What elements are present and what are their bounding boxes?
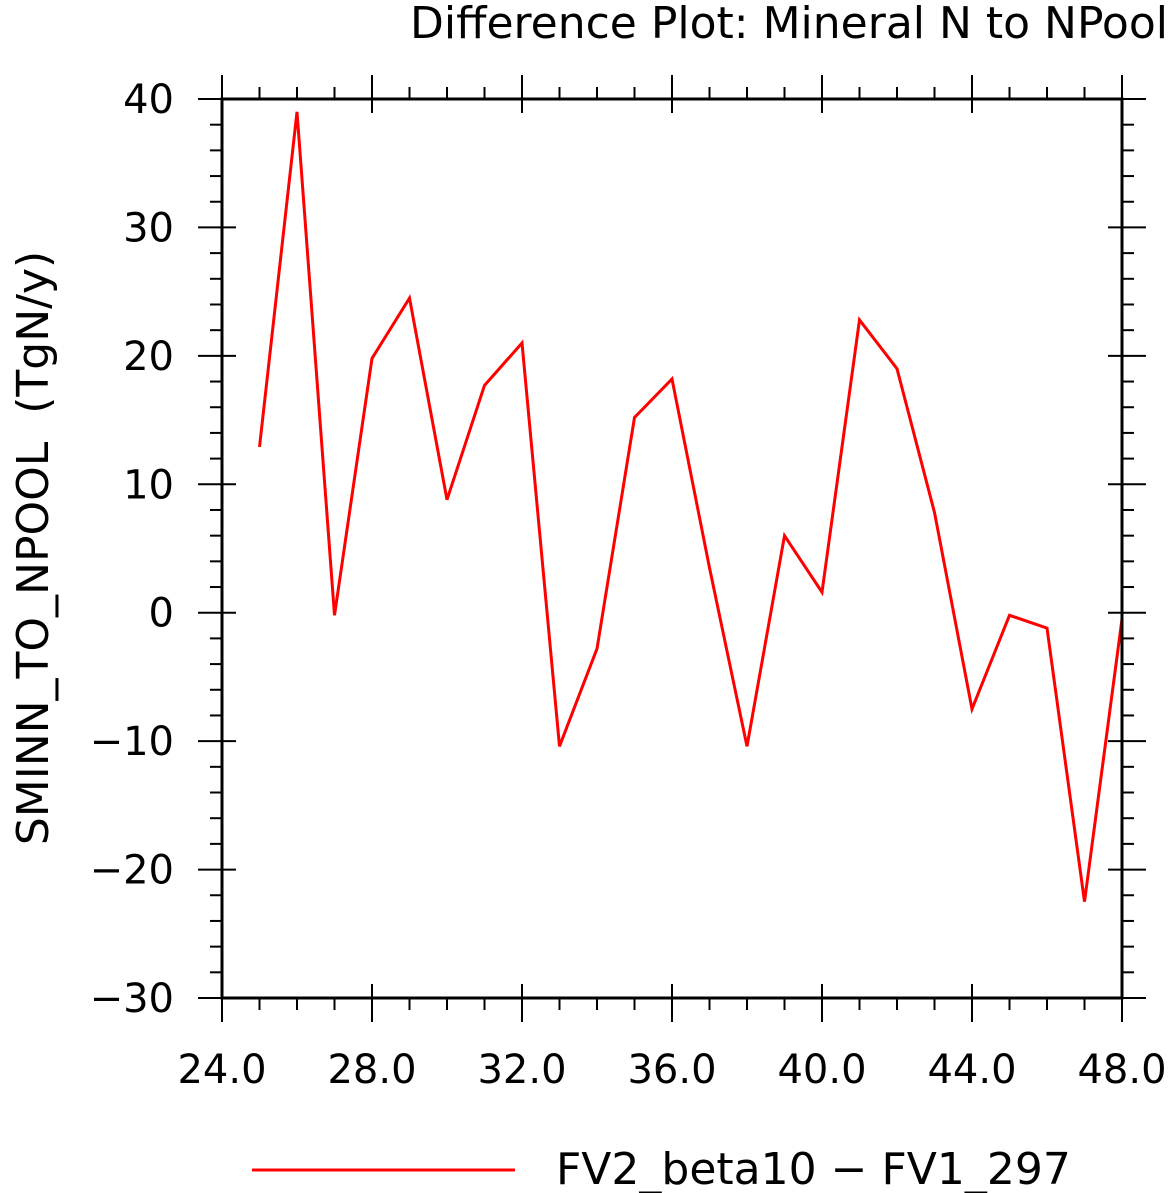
y-axis-label: SMINN_TO_NPOOL (TgN/y) [8,251,59,845]
tick-labels: −30 −20 −10 0 10 20 30 40 24.0 28.0 32.0 36.0 40.0 44… [90,77,1167,1093]
y-tick-label: −20 [90,848,174,894]
x-tick-label: 24.0 [177,1047,266,1093]
y-tick-label: 10 [123,462,174,508]
x-tick-label: 44.0 [927,1047,1016,1093]
x-tick-label: 28.0 [327,1047,416,1093]
y-tick-label: 0 [149,591,174,637]
y-tick-label: 40 [123,77,174,123]
y-tick-label: −30 [90,976,174,1022]
axis-ticks [198,75,1146,1022]
x-tick-label: 32.0 [477,1047,566,1093]
y-tick-label: 20 [123,334,174,380]
legend-label: FV2_beta10 − FV1_297 [556,1144,1071,1193]
x-tick-label: 48.0 [1077,1047,1166,1093]
x-tick-label: 40.0 [777,1047,866,1093]
series-line [258,111,1124,902]
y-tick-label: 30 [123,205,174,251]
y-tick-label: −10 [90,719,174,765]
x-tick-label: 36.0 [627,1047,716,1093]
plot-frame [220,97,1124,1000]
chart-title: Difference Plot: Mineral N to NPool [410,0,1168,49]
